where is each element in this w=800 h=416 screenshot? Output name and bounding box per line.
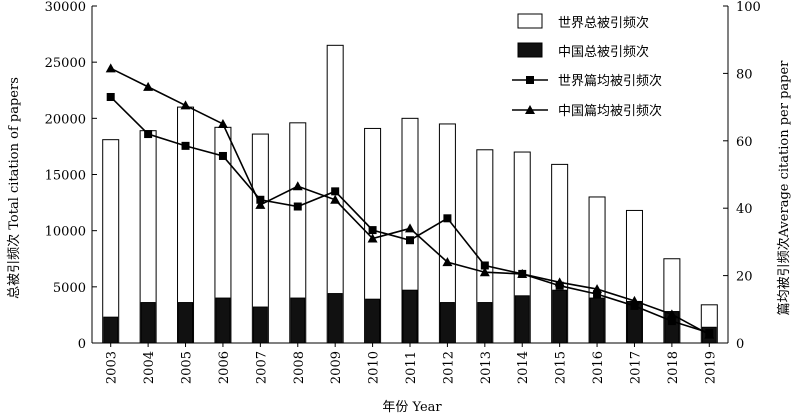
left-y-tick-label: 5000 bbox=[53, 281, 86, 296]
china-average-point-2003 bbox=[105, 63, 116, 73]
world-average-point-2018 bbox=[667, 317, 676, 326]
china-total-bar-2014 bbox=[514, 295, 530, 344]
x-tick-label-2009: 2009 bbox=[329, 351, 344, 384]
right-y-tick-label: 20 bbox=[736, 270, 753, 285]
axes bbox=[91, 5, 729, 347]
china-total-bar-2007 bbox=[252, 306, 268, 344]
world-average-point-2005 bbox=[181, 141, 190, 150]
right-y-tick-label: 80 bbox=[736, 67, 753, 82]
world-average-point-2017 bbox=[630, 301, 639, 310]
x-tick-label-2018: 2018 bbox=[666, 351, 681, 384]
china-total-bar-2005 bbox=[178, 302, 194, 344]
china-total-bars bbox=[103, 289, 717, 344]
china-total-bar-2011 bbox=[402, 289, 418, 344]
china-total-bar-2013 bbox=[477, 302, 493, 344]
china-total-bar-2003 bbox=[103, 316, 119, 344]
china-average-point-2009 bbox=[330, 194, 341, 204]
x-tick-label-2007: 2007 bbox=[254, 351, 269, 384]
left-y-tick-label: 15000 bbox=[45, 169, 86, 184]
world-average-point-2016 bbox=[593, 290, 602, 299]
china-average-point-2019 bbox=[704, 329, 715, 339]
world-average-point-2004 bbox=[144, 130, 153, 139]
x-tick-label-2017: 2017 bbox=[628, 351, 643, 384]
china-total-bar-2006 bbox=[215, 297, 231, 344]
world-average-point-2011 bbox=[406, 236, 414, 245]
china-average-point-2004 bbox=[143, 81, 154, 91]
legend-label: 世界总被引频次 bbox=[558, 15, 649, 31]
world-average-point-2008 bbox=[293, 202, 302, 211]
china-average-point-2012 bbox=[442, 257, 453, 267]
world-average-point-2007 bbox=[256, 195, 265, 204]
right-y-tick-label: 0 bbox=[736, 337, 744, 352]
tick-labels: 0 5000 10000 15000 20000 25000 30000 0 20 40 60 80 1… bbox=[45, 0, 761, 384]
left-y-tick-label: 10000 bbox=[45, 225, 86, 240]
china-average-point-2018 bbox=[666, 309, 677, 319]
china-total-bar-2004 bbox=[140, 302, 156, 344]
x-tick-label-2015: 2015 bbox=[554, 351, 569, 384]
x-tick-label-2016: 2016 bbox=[591, 351, 606, 384]
average-lines bbox=[105, 63, 715, 339]
china-total-bar-2016 bbox=[589, 297, 605, 344]
x-tick-label-2003: 2003 bbox=[105, 351, 120, 384]
china-total-bar-2008 bbox=[290, 297, 306, 344]
china-average-point-2015 bbox=[554, 277, 565, 287]
x-tick-label-2004: 2004 bbox=[142, 351, 157, 384]
china-total-bar-2012 bbox=[439, 302, 455, 344]
x-tick-label-2013: 2013 bbox=[479, 351, 494, 384]
world-average-point-2010 bbox=[368, 226, 377, 235]
right-y-tick-label: 60 bbox=[736, 135, 753, 150]
china-average-point-2014 bbox=[517, 268, 528, 278]
china-average-point-2006 bbox=[217, 118, 228, 128]
x-tick-label-2006: 2006 bbox=[217, 351, 232, 384]
right-y-tick-label: 100 bbox=[736, 0, 761, 15]
left-y-tick-label: 30000 bbox=[45, 0, 86, 15]
x-tick-label-2011: 2011 bbox=[404, 351, 419, 384]
china-average-point-2013 bbox=[479, 267, 490, 277]
china-average-point-2016 bbox=[592, 284, 603, 294]
china-average-point-2008 bbox=[292, 181, 303, 191]
x-tick-label-2014: 2014 bbox=[516, 351, 531, 384]
world-average-point-2006 bbox=[218, 151, 227, 160]
china-average-point-2011 bbox=[405, 223, 415, 233]
left-y-axis-title: 总被引频次 Total citation of papers bbox=[6, 77, 22, 299]
china-total-bar-2010 bbox=[365, 298, 381, 344]
legend-world-total-swatch bbox=[517, 13, 543, 29]
right-y-tick-label: 40 bbox=[736, 202, 753, 217]
world-average-point-2013 bbox=[480, 261, 489, 270]
right-y-axis-title: 篇均被引频次Average citation per paper bbox=[776, 60, 792, 316]
legend-label: 中国篇均被引频次 bbox=[558, 103, 662, 119]
world-average-point-2012 bbox=[443, 214, 452, 223]
world-average-point-2009 bbox=[331, 187, 340, 196]
world-total-bar-2003 bbox=[102, 139, 120, 344]
china-average-point-2017 bbox=[629, 295, 640, 305]
left-y-tick-label: 20000 bbox=[45, 112, 86, 127]
legend-label: 中国总被引频次 bbox=[558, 44, 649, 60]
x-tick-label-2010: 2010 bbox=[367, 351, 382, 384]
china-total-bar-2009 bbox=[327, 293, 343, 344]
x-axis-title: 年份 Year bbox=[382, 400, 442, 415]
x-tick-label-2019: 2019 bbox=[703, 351, 718, 384]
legend-label: 世界篇均被引频次 bbox=[558, 73, 662, 89]
x-tick-label-2008: 2008 bbox=[292, 351, 307, 384]
china-total-bar-2015 bbox=[552, 289, 568, 344]
x-tick-label-2012: 2012 bbox=[441, 351, 456, 384]
china-average-point-2010 bbox=[367, 233, 378, 243]
legend-china-average-marker bbox=[525, 105, 535, 114]
china-average-point-2007 bbox=[255, 199, 266, 209]
left-y-tick-label: 0 bbox=[78, 337, 86, 352]
world-average-point-2003 bbox=[106, 92, 115, 101]
legend-world-average-marker bbox=[526, 76, 534, 84]
legend-china-total-swatch bbox=[517, 42, 543, 58]
left-y-tick-label: 25000 bbox=[45, 56, 86, 71]
china-average-point-2005 bbox=[180, 100, 191, 110]
x-tick-label-2005: 2005 bbox=[180, 351, 195, 384]
